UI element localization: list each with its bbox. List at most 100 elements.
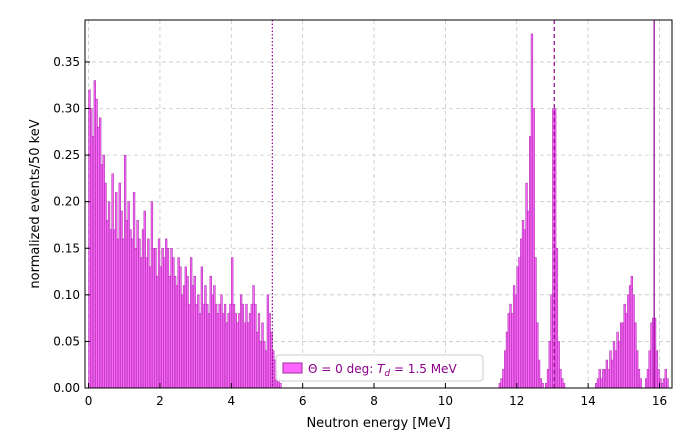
histogram-bar [530,33,534,389]
histogram-bar [518,257,521,389]
histogram-bar [190,257,193,389]
histogram-bar [193,275,196,389]
histogram-bar [125,220,129,389]
histogram-bar [257,313,261,389]
histogram-bar [163,257,166,389]
histogram-bar [505,331,509,389]
histogram-bar [122,238,125,389]
histogram-bar [534,257,537,389]
histogram-bar [514,294,518,389]
histogram-bar [238,313,241,389]
histogram-bar [214,303,218,389]
x-tick-label: 14 [581,394,596,408]
histogram-bar [254,303,257,389]
histogram-bar [532,108,535,389]
histogram-bar [623,303,626,389]
x-tick-label: 0 [85,394,93,408]
histogram-bar [150,201,154,389]
histogram-bar [102,154,105,389]
histogram-bar [666,378,669,389]
plot-frame [84,19,673,389]
x-tick-label: 6 [299,394,307,408]
histogram-bar [207,313,211,389]
histogram-bar [612,341,616,389]
histogram-bar [118,182,121,389]
histogram-bar [100,164,104,389]
histogram-bar [229,303,232,389]
y-axis-ticks: 0.00 0.05 0.10 0.15 0.20 0.25 0.30 0.35 [53,55,90,395]
histogram-bar [148,266,152,389]
histogram-bar [639,378,642,389]
legend: Θ = 0 deg: Td = 1.5 MeV [275,354,484,382]
y-tick-label: 0.35 [53,55,80,69]
histogram-bar [648,350,651,389]
histogram-bar [116,238,120,389]
histogram-bar [239,294,243,389]
histogram-bar [516,266,519,389]
histogram-bar [95,98,98,389]
histogram-bar [263,341,266,389]
histogram-bar [154,248,157,389]
histogram-bar [225,322,228,389]
histogram-bar [644,378,648,389]
histogram-bar [223,303,227,389]
histogram-bar [553,108,557,389]
y-axis-label: normalized events/50 keV [28,119,43,288]
histogram-bar [525,182,528,389]
x-tick-label: 8 [370,394,378,408]
histogram-bar [140,257,143,389]
histogram-bar [191,285,195,389]
histogram-bar [234,313,237,389]
histogram-bar [607,369,610,389]
histogram-bar [216,313,220,389]
histogram-bar [539,378,543,389]
histogram-bar [616,331,619,389]
histogram-bar [90,108,93,389]
histogram-bar [618,341,621,389]
y-tick-label: 0.25 [53,148,80,162]
histogram-bar [161,248,164,389]
histogram-bar [552,108,555,389]
histogram-bar [152,248,155,389]
histogram-bar [236,322,239,389]
x-tick-label: 4 [227,394,235,408]
histogram-bar [159,266,162,389]
histogram-bar [628,285,632,389]
histogram-bar [93,80,96,389]
histogram-bar [200,266,204,389]
histogram-bar [188,303,191,389]
histogram-bar [218,303,221,389]
histogram-bar [559,369,562,389]
histogram-bar [245,303,248,389]
histogram-bar [268,313,271,389]
histogram-bar [646,369,650,389]
histogram-bar [181,294,184,389]
histogram-bar [498,383,501,389]
histogram-bar [662,378,666,389]
x-tick-label: 2 [156,394,164,408]
histogram-bar [605,359,609,389]
histogram-bar [561,378,564,389]
histogram-bar [120,210,123,389]
histogram-bar [661,383,664,389]
histogram-bar [609,350,612,389]
histogram-bar [132,192,136,389]
histogram-bar [147,238,150,389]
histogram-bar [99,117,102,389]
histogram-bar [504,350,507,389]
histogram-bar [636,350,639,389]
histogram-bar [625,313,628,389]
histogram-bar [179,266,182,389]
y-tick-label: 0.00 [53,381,80,395]
histogram-bar [168,275,171,389]
y-tick-label: 0.15 [53,241,80,255]
histogram-bar [157,238,161,389]
histogram-bar [104,182,107,389]
histogram-bar [209,275,212,389]
histogram-bar [630,275,633,389]
legend-swatch [282,362,303,374]
histogram-bar [507,313,510,389]
histogram-bar [261,322,264,389]
histogram-bar [259,341,262,389]
